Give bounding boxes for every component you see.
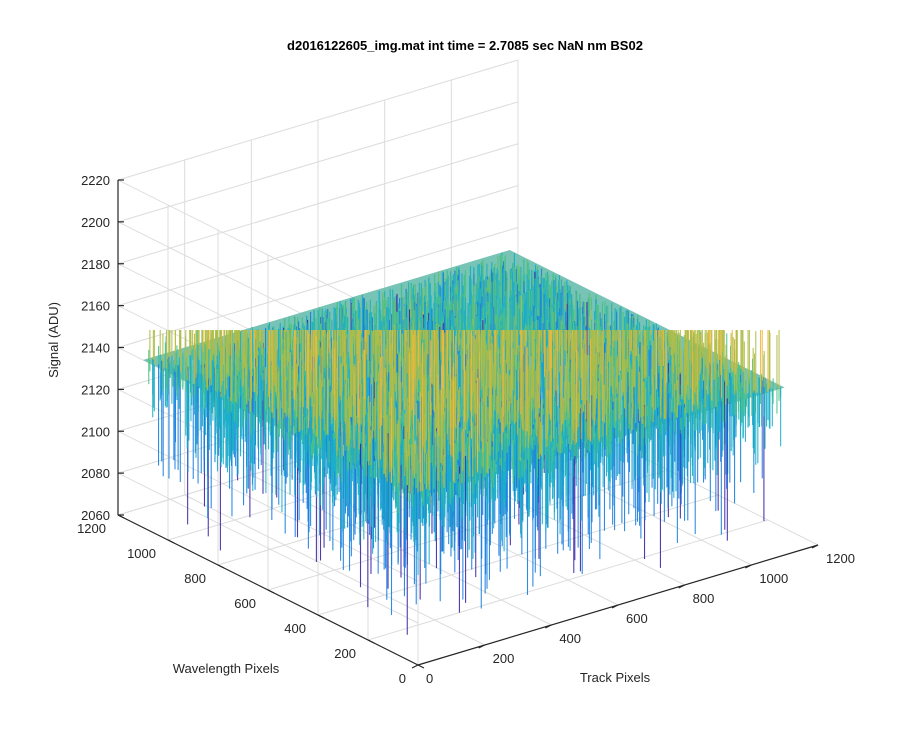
back-wall-grid-line: [117, 185, 519, 307]
back-wall-grid-line: [117, 59, 519, 181]
floor-grid-line: [367, 519, 769, 641]
back-wall-grid-line: [117, 101, 519, 223]
floor-grid-line: [317, 494, 719, 616]
surface-plot: [143, 250, 785, 635]
back-wall-grid-line: [117, 227, 519, 348]
back-wall-grid-line: [117, 143, 519, 265]
